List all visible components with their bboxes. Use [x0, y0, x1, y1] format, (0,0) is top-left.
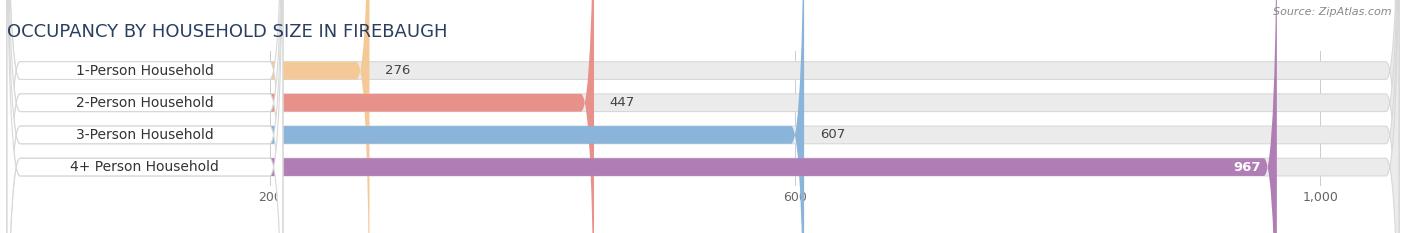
FancyBboxPatch shape: [7, 0, 283, 233]
FancyBboxPatch shape: [7, 0, 283, 233]
Text: OCCUPANCY BY HOUSEHOLD SIZE IN FIREBAUGH: OCCUPANCY BY HOUSEHOLD SIZE IN FIREBAUGH: [7, 23, 447, 41]
FancyBboxPatch shape: [7, 0, 1277, 233]
FancyBboxPatch shape: [7, 0, 283, 233]
Text: 447: 447: [610, 96, 636, 109]
FancyBboxPatch shape: [7, 0, 1399, 233]
Text: 2-Person Household: 2-Person Household: [76, 96, 214, 110]
FancyBboxPatch shape: [7, 0, 370, 233]
Text: 276: 276: [385, 64, 411, 77]
FancyBboxPatch shape: [7, 0, 804, 233]
Text: 3-Person Household: 3-Person Household: [76, 128, 214, 142]
Text: Source: ZipAtlas.com: Source: ZipAtlas.com: [1274, 7, 1392, 17]
FancyBboxPatch shape: [7, 0, 1399, 233]
Text: 607: 607: [820, 128, 845, 141]
Text: 967: 967: [1233, 161, 1261, 174]
FancyBboxPatch shape: [7, 0, 1399, 233]
Text: 4+ Person Household: 4+ Person Household: [70, 160, 219, 174]
FancyBboxPatch shape: [7, 0, 283, 233]
FancyBboxPatch shape: [7, 0, 1399, 233]
Text: 1-Person Household: 1-Person Household: [76, 64, 214, 78]
FancyBboxPatch shape: [7, 0, 593, 233]
